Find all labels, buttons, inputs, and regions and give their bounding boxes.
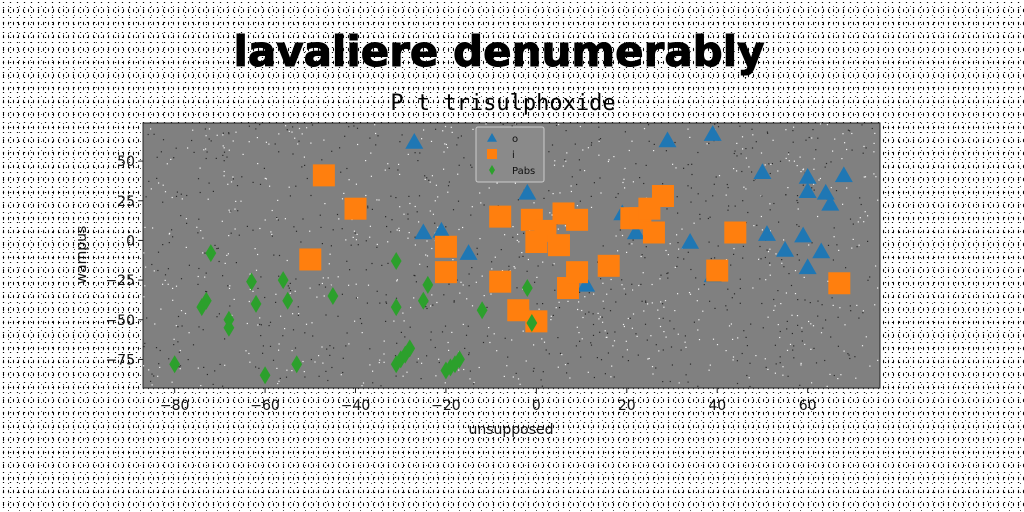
data-point-square xyxy=(597,254,620,277)
data-point-triangle xyxy=(405,133,424,149)
data-point-diamond xyxy=(390,298,402,317)
x-tick-label: 60 xyxy=(799,398,817,414)
legend: oi Pabs xyxy=(475,126,545,183)
data-point-diamond xyxy=(521,279,533,298)
data-point-triangle xyxy=(794,226,813,243)
y-tick-label: 0 xyxy=(126,233,135,249)
data-point-square xyxy=(434,235,457,258)
data-point-triangle xyxy=(798,258,817,275)
y-axis-label: wampus xyxy=(74,226,90,285)
x-tick-label: −60 xyxy=(250,398,280,414)
legend-marker xyxy=(487,149,497,159)
data-point-square xyxy=(566,208,589,231)
data-point-triangle xyxy=(703,125,722,141)
data-point-triangle xyxy=(798,167,817,184)
data-point-diamond xyxy=(200,291,212,310)
x-tick-label: −20 xyxy=(431,398,461,414)
data-point-diamond xyxy=(526,313,538,332)
y-tick-label: −50 xyxy=(105,313,135,329)
legend-marker xyxy=(487,133,497,142)
data-point-diamond xyxy=(246,272,257,291)
legend-label: Pabs xyxy=(512,166,535,177)
data-point-triangle xyxy=(459,244,478,260)
data-point-triangle xyxy=(681,233,700,249)
y-tick-label: −25 xyxy=(105,273,135,289)
data-point-square xyxy=(547,234,570,257)
y-tick-label: 25 xyxy=(117,194,135,210)
data-point-triangle xyxy=(798,182,817,198)
x-tick-label: −40 xyxy=(341,398,371,414)
legend-label: o xyxy=(512,134,518,145)
chart-title: lavaliere denumerably xyxy=(233,27,764,76)
data-point-diamond xyxy=(454,350,465,369)
data-point-diamond xyxy=(422,275,434,294)
y-tick-label: −75 xyxy=(105,352,135,368)
data-point-triangle xyxy=(776,240,795,257)
data-point-triangle xyxy=(626,223,645,240)
x-tick-label: 20 xyxy=(618,398,636,414)
data-point-diamond xyxy=(205,244,217,263)
data-point-square xyxy=(507,299,530,322)
data-point-square xyxy=(312,164,335,187)
data-point-diamond xyxy=(404,339,416,358)
data-point-triangle xyxy=(753,163,772,179)
x-tick-label: 0 xyxy=(532,398,541,414)
data-point-diamond xyxy=(169,355,181,374)
data-point-triangle xyxy=(518,183,537,200)
data-point-square xyxy=(489,205,512,228)
y-axis: −75 −50 −25 0 25 50 xyxy=(105,154,143,368)
x-axis-label: unsupposed xyxy=(468,422,553,438)
data-point-triangle xyxy=(757,225,776,241)
data-point-triangle xyxy=(658,131,677,148)
data-point-diamond xyxy=(223,310,235,329)
data-point-diamond xyxy=(291,355,303,374)
data-point-diamond xyxy=(250,294,262,313)
data-point-triangle xyxy=(577,275,596,292)
legend-label: i xyxy=(512,150,515,161)
data-point-triangle xyxy=(821,194,840,211)
data-point-diamond xyxy=(282,291,294,310)
data-point-diamond xyxy=(259,366,271,385)
x-tick-label: −80 xyxy=(160,398,190,414)
data-point-triangle xyxy=(414,223,433,240)
data-point-diamond xyxy=(390,252,402,271)
data-point-diamond xyxy=(476,301,488,320)
data-point-square xyxy=(344,197,367,220)
data-point-diamond xyxy=(417,291,429,310)
x-tick-label: 40 xyxy=(708,398,726,414)
data-point-square xyxy=(706,259,729,282)
chart-subtitle: P t trisulphoxide xyxy=(390,91,615,116)
data-point-triangle xyxy=(834,166,853,183)
data-point-diamond xyxy=(327,286,339,305)
data-point-square xyxy=(642,221,665,244)
data-point-square xyxy=(434,261,457,284)
data-point-square xyxy=(651,184,674,207)
y-tick-label: 50 xyxy=(117,154,135,170)
data-point-triangle xyxy=(432,221,451,238)
data-point-diamond xyxy=(277,271,289,290)
data-point-square xyxy=(489,270,512,293)
data-points xyxy=(169,125,853,385)
data-point-square xyxy=(299,248,322,271)
data-point-square xyxy=(724,221,747,244)
data-point-triangle xyxy=(812,242,831,259)
x-axis: −80 −60 −40 −20 0 20 40 60 xyxy=(160,388,817,414)
data-point-square xyxy=(828,272,851,295)
data-point-diamond xyxy=(390,355,402,374)
legend-marker xyxy=(489,165,495,175)
data-point-square xyxy=(566,261,589,284)
